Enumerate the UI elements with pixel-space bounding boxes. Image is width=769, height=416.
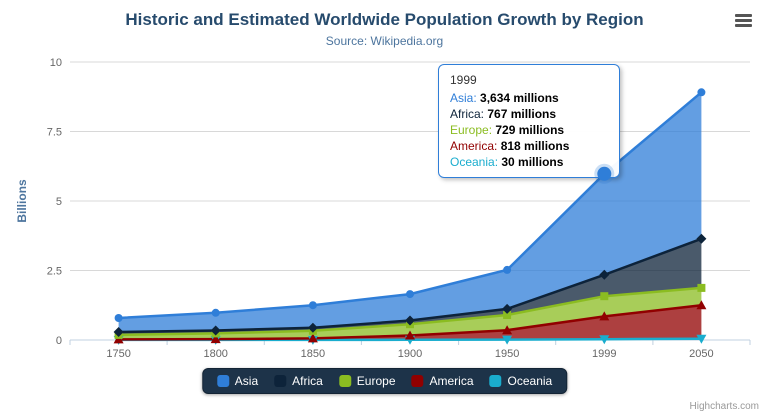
legend-symbol-icon — [216, 375, 229, 387]
chart-subtitle: Source: Wikipedia.org — [325, 34, 444, 48]
tooltip-row-oceania: Oceania: 30 millions — [450, 154, 608, 170]
tooltip-row-asia: Asia: 3,634 millions — [450, 90, 608, 106]
point-america-2050[interactable] — [696, 300, 707, 310]
legend-label: Asia — [234, 374, 259, 388]
area-africa[interactable] — [118, 238, 702, 335]
legend-label: America — [429, 374, 474, 388]
x-tick-label: 1950 — [495, 348, 519, 360]
tooltip-series-value: 729 millions — [495, 123, 565, 137]
tooltip-series-value: 3,634 millions — [480, 91, 559, 105]
point-africa-1950[interactable] — [502, 303, 513, 314]
x-tick-label: 1900 — [398, 348, 422, 360]
legend-symbol-icon — [338, 375, 351, 387]
tooltip-series-label: Asia: — [450, 91, 481, 105]
point-america-1850[interactable] — [307, 333, 318, 343]
tooltip-series-label: Africa: — [450, 107, 488, 121]
x-tick-label: 1750 — [106, 348, 130, 360]
area-asia[interactable] — [118, 92, 702, 332]
legend-symbol-icon — [411, 375, 424, 387]
legend: Asia Africa Europe America Oceania — [201, 368, 568, 394]
legend-label: Europe — [356, 374, 396, 388]
point-europe-1950[interactable] — [503, 311, 512, 319]
point-europe-1999[interactable] — [600, 292, 609, 301]
x-tick-label: 2050 — [689, 348, 713, 360]
point-america-1900[interactable] — [405, 330, 415, 340]
x-tick-label: 1850 — [301, 348, 325, 360]
area-america[interactable] — [118, 305, 702, 340]
credits-link[interactable]: Highcharts.com — [689, 401, 759, 412]
export-menu-button[interactable] — [729, 8, 757, 32]
legend-label: Oceania — [507, 374, 553, 388]
x-tick-label: 1999 — [592, 348, 616, 360]
legend-label: Africa — [292, 374, 323, 388]
tooltip-series-label: Europe: — [450, 123, 496, 137]
point-oceania-2050[interactable] — [696, 334, 707, 344]
point-america-1800[interactable] — [210, 334, 221, 344]
legend-symbol-icon — [489, 375, 502, 387]
chart-title: Historic and Estimated Worldwide Populat… — [125, 10, 644, 29]
tooltip-row-europe: Europe: 729 millions — [450, 122, 608, 138]
point-africa-1750[interactable] — [113, 327, 124, 337]
point-africa-1800[interactable] — [210, 325, 221, 336]
tooltip-series-label: America: — [450, 139, 501, 153]
x-tick-label: 1800 — [203, 348, 227, 360]
tooltip-row-america: America: 818 millions — [450, 138, 608, 154]
legend-item-america[interactable]: America — [411, 374, 474, 388]
point-asia-1750[interactable] — [114, 314, 123, 322]
point-america-1950[interactable] — [502, 325, 513, 335]
y-tick-label: 10 — [50, 57, 62, 69]
legend-item-oceania[interactable]: Oceania — [489, 374, 553, 388]
legend-item-africa[interactable]: Africa — [274, 374, 323, 388]
legend-symbol-icon — [274, 375, 287, 387]
legend-item-europe[interactable]: Europe — [338, 374, 396, 388]
tooltip-row-africa: Africa: 767 millions — [450, 106, 608, 122]
point-africa-1850[interactable] — [307, 322, 318, 333]
point-asia-1800[interactable] — [211, 308, 220, 317]
y-tick-label: 7.5 — [47, 127, 62, 139]
y-axis-title: Billions — [15, 179, 29, 223]
point-america-1999[interactable] — [599, 311, 610, 321]
tooltip-header: 1999 — [450, 73, 477, 87]
tooltip-series-value: 818 millions — [500, 139, 570, 153]
y-tick-label: 0 — [56, 335, 62, 347]
y-tick-label: 5 — [56, 196, 62, 208]
point-asia-1900[interactable] — [406, 290, 414, 299]
point-africa-2050[interactable] — [696, 233, 707, 244]
point-oceania-1999[interactable] — [599, 335, 610, 345]
point-africa-1900[interactable] — [405, 315, 415, 326]
hamburger-icon — [731, 13, 755, 27]
y-tick-label: 2.5 — [47, 266, 62, 278]
point-asia-1950[interactable] — [503, 265, 512, 274]
tooltip: 1999 Asia: 3,634 millions Africa: 767 mil… — [438, 64, 620, 178]
point-europe-2050[interactable] — [697, 283, 706, 292]
tooltip-series-label: Oceania: — [450, 155, 502, 169]
legend-item-asia[interactable]: Asia — [216, 374, 259, 388]
point-oceania-1950[interactable] — [502, 335, 513, 345]
point-asia-2050[interactable] — [697, 88, 706, 97]
tooltip-series-value: 767 millions — [487, 107, 557, 121]
point-asia-1850[interactable] — [308, 301, 317, 310]
point-africa-1999[interactable] — [599, 269, 610, 280]
tooltip-series-value: 30 millions — [501, 155, 564, 169]
tooltip-rows: Asia: 3,634 millions Africa: 767 millions… — [450, 90, 608, 170]
